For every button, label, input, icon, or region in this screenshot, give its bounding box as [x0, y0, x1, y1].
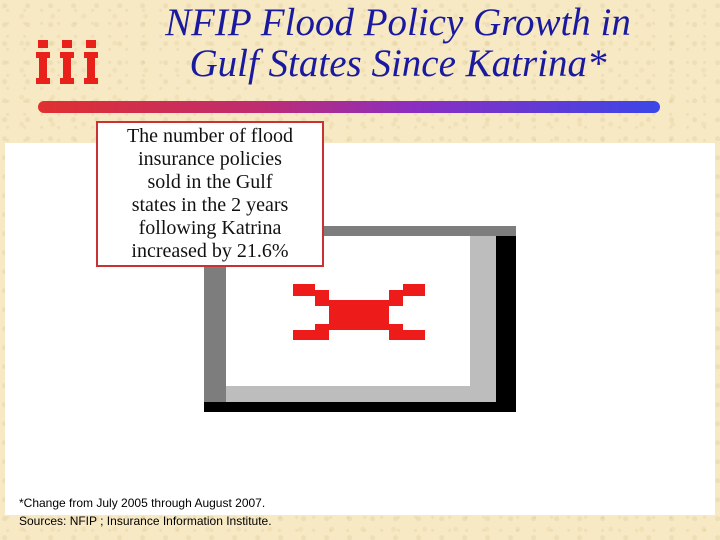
- callout-line: The number of flood: [126, 125, 294, 147]
- callout-line: following Katrina: [138, 217, 282, 239]
- footnote-change-note: *Change from July 2005 through August 20…: [19, 496, 266, 510]
- slide-title: NFIP Flood Policy Growth in Gulf States …: [118, 2, 678, 84]
- iii-logo-icon: [36, 40, 98, 84]
- callout-line: sold in the Gulf: [147, 171, 273, 193]
- title-divider: [38, 101, 660, 113]
- footnote: *Change from July 2005 through August 20…: [19, 494, 519, 530]
- callout-line: states in the 2 years: [131, 194, 289, 216]
- callout-line: insurance policies: [138, 148, 282, 170]
- title-line-2: Gulf States Since Katrina*: [189, 42, 607, 85]
- callout-box: The number of flood insurance policies s…: [96, 121, 324, 267]
- footnote-sources: Sources: NFIP ; Insurance Information In…: [19, 514, 272, 528]
- callout-line: increased by 21.6%: [131, 240, 289, 262]
- title-line-1: NFIP Flood Policy Growth in: [165, 1, 631, 44]
